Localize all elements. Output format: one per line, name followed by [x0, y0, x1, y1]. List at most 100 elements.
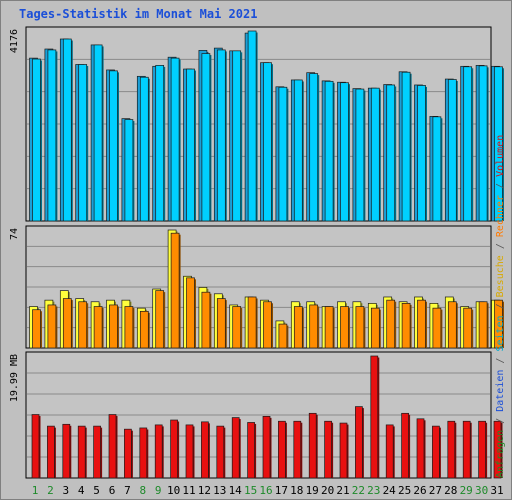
- legend-entry: /: [495, 297, 506, 315]
- bar-volumen-day-27: [432, 425, 440, 479]
- bar-volumen-day-6: [108, 414, 117, 479]
- bar-dateien-day-30: [478, 65, 488, 222]
- bar-dateien-day-5: [93, 44, 103, 222]
- bar-dateien-day-20: [324, 80, 334, 222]
- bar-rechner-day-25: [401, 303, 411, 349]
- ymax-label-seiten-besuche-rechner: 74: [9, 228, 20, 240]
- day-label-30: 30: [475, 484, 488, 497]
- bar-rechner-day-27: [432, 307, 442, 349]
- legend-entry: Dateien: [495, 370, 506, 412]
- bar-dateien-day-28: [447, 79, 457, 222]
- day-label-6: 6: [109, 484, 116, 497]
- bar-volumen-day-1: [31, 414, 40, 479]
- bar-dateien-day-31: [494, 66, 503, 222]
- bar-volumen-day-9: [154, 424, 163, 479]
- bar-rechner-day-10: [170, 232, 180, 349]
- bar-volumen-day-19: [308, 412, 317, 479]
- bar-dateien-day-27: [432, 116, 442, 222]
- day-label-27: 27: [429, 484, 442, 497]
- day-label-21: 21: [336, 484, 349, 497]
- day-label-29: 29: [460, 484, 473, 497]
- bar-dateien-day-4: [78, 64, 88, 222]
- bar-rechner-day-14: [232, 306, 242, 349]
- legend-entry: /: [495, 412, 506, 430]
- day-label-16: 16: [259, 484, 272, 497]
- bar-dateien-day-29: [463, 66, 473, 222]
- day-label-5: 5: [93, 484, 100, 497]
- bar-dateien-day-6: [109, 70, 118, 222]
- bar-volumen-day-2: [47, 425, 55, 479]
- day-label-17: 17: [275, 484, 288, 497]
- bar-volumen-day-12: [201, 421, 209, 479]
- bar-dateien-day-14: [232, 50, 242, 222]
- bar-volumen-day-23: [370, 355, 379, 479]
- bar-dateien-day-8: [139, 76, 149, 222]
- bar-rechner-day-30: [478, 301, 488, 349]
- bar-volumen-day-3: [62, 423, 71, 479]
- bar-rechner-day-8: [139, 310, 149, 349]
- day-label-13: 13: [213, 484, 226, 497]
- bar-volumen-day-31: [493, 420, 502, 479]
- right-legend: Anfragen / Dateien / Seiten / Besuche / …: [495, 135, 506, 478]
- day-label-25: 25: [398, 484, 411, 497]
- bar-rechner-day-7: [124, 306, 134, 349]
- bar-rechner-day-26: [417, 299, 426, 349]
- legend-entry: Besuche: [495, 255, 506, 297]
- bar-dateien-day-17: [278, 86, 288, 222]
- day-label-3: 3: [62, 484, 69, 497]
- bar-volumen-day-17: [278, 420, 286, 479]
- bar-volumen-day-8: [139, 427, 148, 479]
- bar-rechner-day-23: [370, 307, 380, 349]
- bar-rechner-day-9: [155, 290, 165, 349]
- bar-rechner-day-1: [32, 309, 41, 349]
- bar-dateien-day-9: [155, 65, 165, 222]
- bar-dateien-day-23: [370, 87, 380, 222]
- bar-volumen-day-28: [447, 420, 456, 479]
- bar-volumen-day-20: [324, 420, 332, 479]
- bar-rechner-day-5: [93, 306, 103, 349]
- bar-rechner-day-24: [386, 299, 396, 349]
- bar-rechner-day-3: [62, 298, 72, 349]
- day-label-24: 24: [383, 484, 397, 497]
- bar-dateien-day-16: [263, 62, 272, 222]
- bar-dateien-day-11: [186, 68, 195, 222]
- bar-dateien-day-13: [216, 49, 226, 222]
- bar-dateien-day-3: [62, 38, 72, 222]
- bar-volumen-day-29: [462, 420, 471, 479]
- day-label-31: 31: [490, 484, 503, 497]
- day-label-20: 20: [321, 484, 334, 497]
- day-label-26: 26: [413, 484, 426, 497]
- day-label-7: 7: [124, 484, 131, 497]
- chart-title: Tages-Statistik im Monat Mai 2021: [19, 7, 258, 21]
- legend-entry: Rechner: [495, 195, 506, 237]
- bar-volumen-day-11: [185, 424, 194, 479]
- legend-entry: /: [495, 177, 506, 195]
- bar-dateien-day-7: [124, 119, 134, 222]
- bar-volumen-day-30: [478, 420, 486, 479]
- day-label-10: 10: [167, 484, 180, 497]
- day-label-15: 15: [244, 484, 257, 497]
- day-label-4: 4: [78, 484, 85, 497]
- bar-dateien-day-2: [47, 49, 57, 222]
- day-label-9: 9: [155, 484, 162, 497]
- bar-dateien-day-18: [293, 79, 303, 222]
- bar-dateien-day-12: [201, 53, 211, 222]
- legend-entry: Volumen: [495, 135, 506, 177]
- bar-rechner-day-11: [186, 277, 195, 349]
- day-label-22: 22: [352, 484, 365, 497]
- day-label-1: 1: [32, 484, 39, 497]
- ymax-label-anfragen-dateien: 4176: [9, 29, 20, 53]
- bar-volumen-day-4: [77, 425, 86, 479]
- bar-volumen-day-26: [416, 418, 425, 479]
- bar-dateien-day-10: [170, 57, 180, 222]
- bar-dateien-day-21: [340, 82, 349, 222]
- bar-rechner-day-22: [355, 306, 365, 349]
- day-label-23: 23: [367, 484, 380, 497]
- day-label-19: 19: [306, 484, 319, 497]
- bar-rechner-day-6: [109, 304, 118, 349]
- day-label-8: 8: [139, 484, 146, 497]
- bar-volumen-day-16: [262, 416, 271, 479]
- bar-rechner-day-17: [278, 323, 288, 349]
- legend-entry: /: [495, 352, 506, 370]
- day-label-11: 11: [182, 484, 195, 497]
